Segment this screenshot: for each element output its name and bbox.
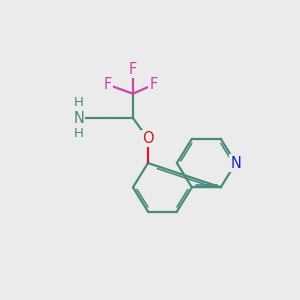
Text: O: O	[142, 131, 154, 146]
Text: F: F	[150, 77, 158, 92]
Text: N: N	[73, 110, 84, 125]
Text: H: H	[74, 127, 84, 140]
Text: N: N	[230, 155, 241, 170]
Text: H: H	[74, 97, 84, 110]
Text: F: F	[103, 77, 112, 92]
Text: F: F	[129, 62, 137, 77]
